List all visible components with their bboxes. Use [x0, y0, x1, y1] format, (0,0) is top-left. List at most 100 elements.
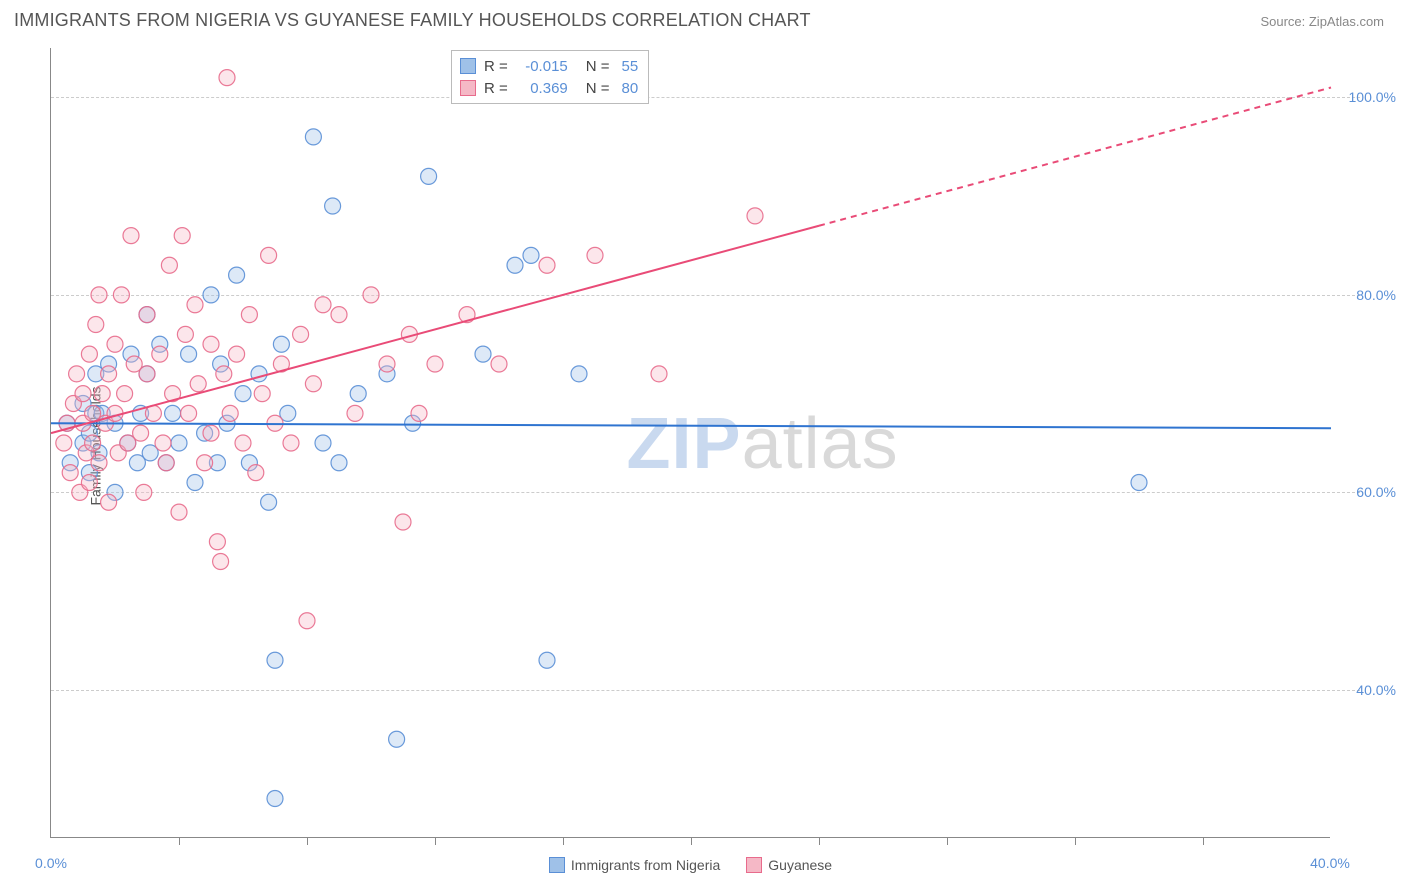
- data-point: [85, 435, 101, 451]
- data-point: [539, 652, 555, 668]
- data-point: [139, 307, 155, 323]
- data-point: [395, 514, 411, 530]
- data-point: [747, 208, 763, 224]
- data-point: [539, 257, 555, 273]
- data-point: [267, 791, 283, 807]
- data-point: [171, 504, 187, 520]
- data-point: [507, 257, 523, 273]
- data-point: [197, 455, 213, 471]
- data-point: [91, 455, 107, 471]
- data-point: [305, 376, 321, 392]
- x-tick-min: 0.0%: [35, 855, 67, 871]
- data-point: [187, 297, 203, 313]
- data-point: [117, 386, 133, 402]
- data-point: [62, 465, 78, 481]
- data-point: [293, 326, 309, 342]
- data-point: [261, 247, 277, 263]
- y-tick-label: 80.0%: [1356, 287, 1396, 303]
- data-point: [171, 435, 187, 451]
- data-point: [101, 494, 117, 510]
- data-point: [136, 484, 152, 500]
- regression-line-extrapolated: [819, 88, 1331, 226]
- legend-item-blue: Immigrants from Nigeria: [549, 857, 720, 873]
- source-label: Source: ZipAtlas.com: [1260, 14, 1384, 29]
- data-point: [101, 366, 117, 382]
- r-value-blue: -0.015: [516, 58, 568, 75]
- data-point: [94, 386, 110, 402]
- data-point: [158, 455, 174, 471]
- data-point: [283, 435, 299, 451]
- data-point: [475, 346, 491, 362]
- data-point: [181, 405, 197, 421]
- data-point: [174, 228, 190, 244]
- x-tick: [691, 837, 692, 845]
- data-point: [273, 336, 289, 352]
- data-point: [421, 168, 437, 184]
- data-point: [411, 405, 427, 421]
- data-point: [155, 435, 171, 451]
- swatch-blue: [549, 857, 565, 873]
- data-point: [69, 366, 85, 382]
- data-point: [190, 376, 206, 392]
- data-point: [379, 356, 395, 372]
- data-point: [139, 366, 155, 382]
- data-point: [203, 287, 219, 303]
- data-point: [165, 405, 181, 421]
- data-point: [235, 386, 251, 402]
- data-point: [325, 198, 341, 214]
- x-tick: [435, 837, 436, 845]
- data-point: [254, 386, 270, 402]
- data-point: [389, 731, 405, 747]
- x-tick: [179, 837, 180, 845]
- scatter-svg: [51, 48, 1330, 837]
- y-tick-label: 60.0%: [1356, 484, 1396, 500]
- data-point: [219, 70, 235, 86]
- data-point: [229, 346, 245, 362]
- data-point: [587, 247, 603, 263]
- y-tick-label: 40.0%: [1356, 682, 1396, 698]
- data-point: [81, 346, 97, 362]
- data-point: [56, 435, 72, 451]
- regression-line: [51, 423, 1331, 428]
- data-point: [152, 346, 168, 362]
- data-point: [123, 228, 139, 244]
- x-tick: [563, 837, 564, 845]
- swatch-pink: [460, 80, 476, 96]
- data-point: [1131, 475, 1147, 491]
- data-point: [107, 336, 123, 352]
- n-value-blue: 55: [622, 58, 639, 75]
- data-point: [315, 297, 331, 313]
- r-value-pink: 0.369: [516, 80, 568, 97]
- legend-item-pink: Guyanese: [746, 857, 832, 873]
- data-point: [241, 307, 257, 323]
- x-tick: [1203, 837, 1204, 845]
- n-value-pink: 80: [622, 80, 639, 97]
- page-title: IMMIGRANTS FROM NIGERIA VS GUYANESE FAMI…: [14, 10, 811, 31]
- data-point: [315, 435, 331, 451]
- series-legend: Immigrants from Nigeria Guyanese: [51, 857, 1330, 873]
- data-point: [491, 356, 507, 372]
- legend-row-blue: R = -0.015 N = 55: [460, 55, 638, 77]
- data-point: [571, 366, 587, 382]
- data-point: [523, 247, 539, 263]
- data-point: [177, 326, 193, 342]
- y-tick-label: 100.0%: [1349, 89, 1396, 105]
- data-point: [113, 287, 129, 303]
- data-point: [305, 129, 321, 145]
- data-point: [209, 534, 225, 550]
- chart-plot-area: Family Households ZIPatlas R = -0.015 N …: [50, 48, 1330, 838]
- data-point: [81, 475, 97, 491]
- data-point: [203, 336, 219, 352]
- data-point: [75, 386, 91, 402]
- data-point: [347, 405, 363, 421]
- data-point: [181, 346, 197, 362]
- data-point: [363, 287, 379, 303]
- data-point: [213, 554, 229, 570]
- data-point: [331, 455, 347, 471]
- data-point: [133, 425, 149, 441]
- x-tick: [819, 837, 820, 845]
- data-point: [229, 267, 245, 283]
- x-tick-max: 40.0%: [1310, 855, 1350, 871]
- data-point: [88, 317, 104, 333]
- swatch-pink: [746, 857, 762, 873]
